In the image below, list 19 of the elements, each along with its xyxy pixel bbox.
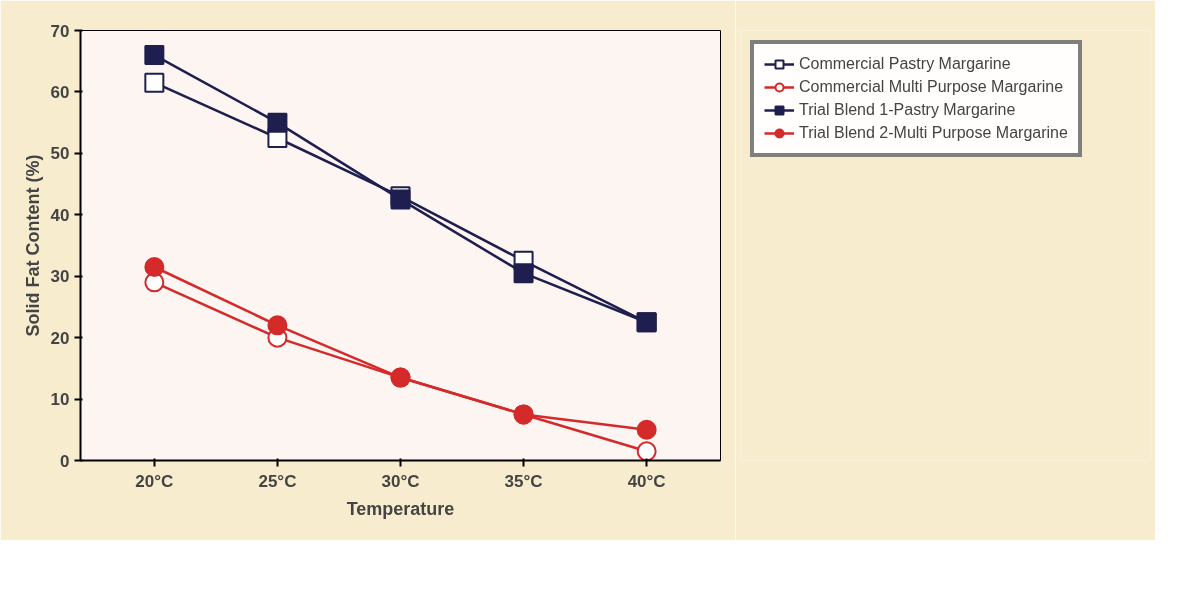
legend-label: Commercial Multi Purpose Margarine <box>799 78 1064 96</box>
x-tick-label: 40°C <box>627 471 666 491</box>
y-axis-title: Solid Fat Content (%) <box>22 154 43 337</box>
x-tick-label: 20°C <box>135 471 174 491</box>
legend-label: Trial Blend 1-Pastry Margarine <box>799 101 1016 119</box>
x-axis-title: Temperature <box>346 498 455 519</box>
y-tick-label: 30 <box>50 267 70 287</box>
legend-label: Commercial Pastry Margarine <box>799 55 1011 73</box>
y-tick-label: 10 <box>50 390 70 410</box>
x-tick-label: 35°C <box>504 471 543 491</box>
y-tick-label: 0 <box>60 451 70 471</box>
x-tick-label: 25°C <box>258 471 297 491</box>
legend-label: Trial Blend 2-Multi Purpose Margarine <box>799 124 1068 142</box>
y-tick-label: 40 <box>50 205 70 225</box>
y-tick-label: 70 <box>50 21 70 41</box>
y-tick-label: 50 <box>50 144 70 164</box>
y-tick-label: 20 <box>50 328 70 348</box>
x-tick-label: 30°C <box>381 471 420 491</box>
y-tick-label: 60 <box>50 82 70 102</box>
